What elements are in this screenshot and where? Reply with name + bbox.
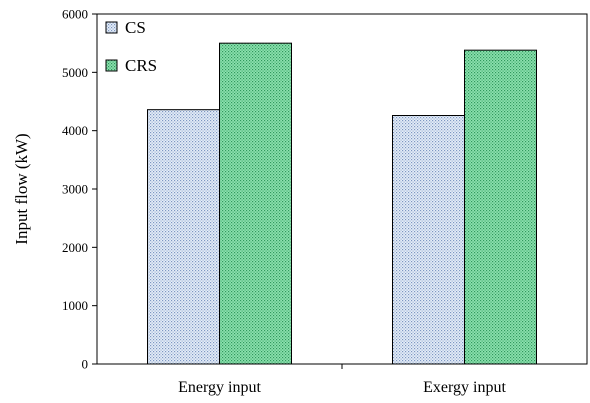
legend-swatch-crs <box>105 59 118 72</box>
y-axis-label: Input flow (kW) <box>12 133 31 244</box>
x-axis-labels: Energy input Exergy input <box>178 364 506 396</box>
bars <box>147 42 537 365</box>
y-tick-label: 4000 <box>62 123 88 138</box>
legend-label-crs: CRS <box>125 56 157 75</box>
legend: CS CRS <box>105 18 157 75</box>
y-tick-label: 6000 <box>62 7 88 22</box>
bar-crs-energy-input <box>219 42 292 365</box>
y-axis-ticks: 0 1000 2000 3000 4000 5000 6000 <box>62 7 97 372</box>
y-tick-label: 3000 <box>62 182 88 197</box>
x-category-label: Exergy input <box>423 379 506 396</box>
y-tick-label: 2000 <box>62 240 88 255</box>
y-tick-label: 1000 <box>62 298 88 313</box>
bar-cs-exergy-input <box>392 115 465 365</box>
bar-crs-exergy-input <box>464 49 537 365</box>
x-category-label: Energy input <box>178 379 261 396</box>
y-tick-label: 5000 <box>62 65 88 80</box>
bar-cs-energy-input <box>147 109 220 365</box>
legend-label-cs: CS <box>125 18 146 37</box>
y-tick-label: 0 <box>82 357 89 372</box>
legend-swatch-cs <box>105 21 118 34</box>
